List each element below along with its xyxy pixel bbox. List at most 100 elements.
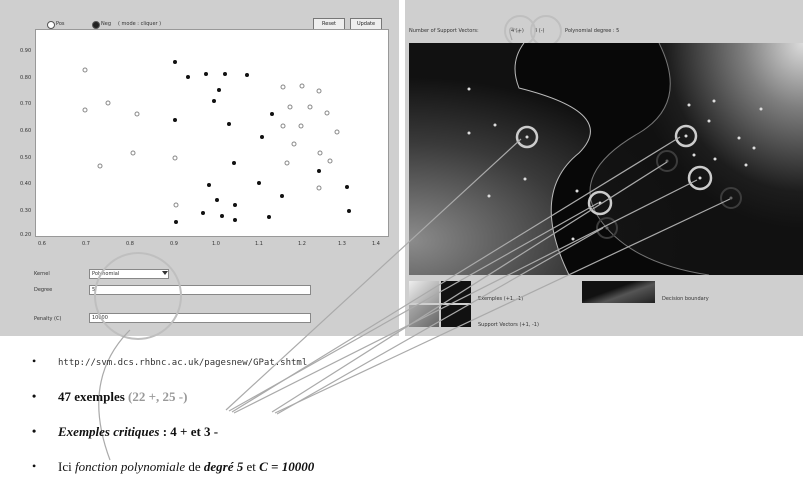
- pos-point: [316, 185, 322, 191]
- neg-point: [227, 122, 231, 126]
- map-point: [523, 177, 527, 181]
- neg-point: [173, 60, 177, 64]
- map-point: [493, 123, 497, 127]
- y-tick: 0.20: [20, 232, 32, 238]
- radio-pos[interactable]: [47, 21, 55, 29]
- neg-point: [220, 214, 224, 218]
- neg-point: [174, 220, 178, 224]
- support-vector-pos: [674, 124, 698, 148]
- sv-point: [698, 176, 702, 180]
- radio-neg[interactable]: [92, 21, 100, 29]
- bullet-dot: •: [32, 354, 37, 368]
- radio-hint: ( mode : cliquer ): [118, 21, 162, 27]
- examples-counts: (22 +, 25 -): [128, 389, 188, 404]
- neg-point: [212, 99, 216, 103]
- pos-point: [299, 83, 305, 89]
- x-tick: 0.9: [170, 241, 178, 247]
- legend-boundary-label: Decision boundary: [662, 296, 709, 302]
- fn-text: fonction polynomiale: [74, 459, 186, 474]
- neg-point: [245, 73, 249, 77]
- y-tick: 0.60: [20, 128, 32, 134]
- neg-point: [217, 88, 221, 92]
- scatter-plot-area[interactable]: [35, 29, 389, 237]
- radio-pos-label: Pos: [56, 21, 65, 27]
- x-tick: 1.3: [338, 241, 346, 247]
- sv-point: [605, 226, 609, 230]
- examples-prefix: 47 exemples: [58, 389, 125, 404]
- x-tick: 1.4: [372, 241, 380, 247]
- neg-point: [173, 118, 177, 122]
- scatter-plot-svg: [82, 60, 351, 224]
- x-tick: 0.6: [38, 241, 46, 247]
- y-tick: 0.50: [20, 155, 32, 161]
- right-applet-panel: Number of Support Vectors: 4 (+) 3 (-) P…: [405, 0, 803, 336]
- map-point: [713, 157, 717, 161]
- map-point: [707, 119, 711, 123]
- pos-point: [130, 150, 136, 156]
- map-point: [759, 107, 763, 111]
- legend-sv-label: Support Vectors (+1, -1): [478, 322, 539, 328]
- map-point: [712, 99, 716, 103]
- x-tick: 1.1: [255, 241, 263, 247]
- map-point: [752, 146, 756, 150]
- pos-point: [134, 111, 140, 117]
- neg-point: [232, 161, 236, 165]
- pos-point: [284, 160, 290, 166]
- update-button[interactable]: Update: [350, 18, 382, 31]
- x-tick: 1.2: [298, 241, 306, 247]
- legend-thumb-2: [441, 281, 471, 303]
- critical-line: Exemples critiques : 4 + et 3 -: [58, 424, 218, 440]
- y-tick: 0.30: [20, 208, 32, 214]
- neg-point: [260, 135, 264, 139]
- bullet-dot: •: [32, 389, 37, 403]
- ici-text: Ici: [58, 459, 72, 474]
- kernel-label: Kernel: [34, 271, 50, 277]
- map-point: [687, 103, 691, 107]
- sv-point: [598, 201, 602, 205]
- map-point: [575, 189, 579, 193]
- pos-point: [316, 88, 322, 94]
- neg-point: [257, 181, 261, 185]
- map-point: [487, 194, 491, 198]
- decision-map-svg: [409, 43, 803, 275]
- pos-point: [287, 104, 293, 110]
- pos-point: [105, 100, 111, 106]
- y-tick: 0.40: [20, 181, 32, 187]
- legend-thumb-5: [582, 281, 655, 303]
- neg-point: [317, 169, 321, 173]
- c-text: C = 10000: [259, 459, 315, 474]
- pos-point: [327, 158, 333, 164]
- legend-pos-label: Exemples (+1, -1): [478, 296, 524, 302]
- support-vector-pos: [687, 165, 713, 191]
- neg-point: [345, 185, 349, 189]
- pos-point: [317, 150, 323, 156]
- neg-point: [267, 215, 271, 219]
- degree-text: degré 5: [203, 459, 244, 474]
- y-ticks: 0.90 0.80 0.70 0.60 0.50 0.40 0.30 0.20: [20, 48, 34, 238]
- radio-neg-label: Neg: [101, 21, 111, 27]
- sv-count-label: Number of Support Vectors:: [409, 28, 479, 34]
- sv-point: [729, 196, 733, 200]
- url-link[interactable]: http://svm.dcs.rhbnc.ac.uk/pagesnew/GPat…: [58, 358, 308, 368]
- bullet-dot: •: [32, 459, 37, 473]
- neg-point: [270, 112, 274, 116]
- y-tick: 0.70: [20, 101, 32, 107]
- form-highlight-circle: [94, 252, 182, 340]
- x-tick: 1.0: [212, 241, 220, 247]
- sv-point: [665, 159, 669, 163]
- neg-point: [280, 194, 284, 198]
- pos-point: [324, 110, 330, 116]
- de-text: de: [188, 459, 201, 474]
- neg-point: [215, 198, 219, 202]
- sv-point: [525, 135, 529, 139]
- pos-point: [172, 155, 178, 161]
- x-tick: 0.8: [126, 241, 134, 247]
- support-vector-neg: [720, 187, 742, 209]
- neg-point: [207, 183, 211, 187]
- pos-point: [82, 67, 88, 73]
- pos-point: [334, 129, 340, 135]
- neg-point: [233, 203, 237, 207]
- decision-map[interactable]: [409, 43, 803, 275]
- degree-label: Degree: [34, 287, 53, 293]
- pos-point: [298, 123, 304, 129]
